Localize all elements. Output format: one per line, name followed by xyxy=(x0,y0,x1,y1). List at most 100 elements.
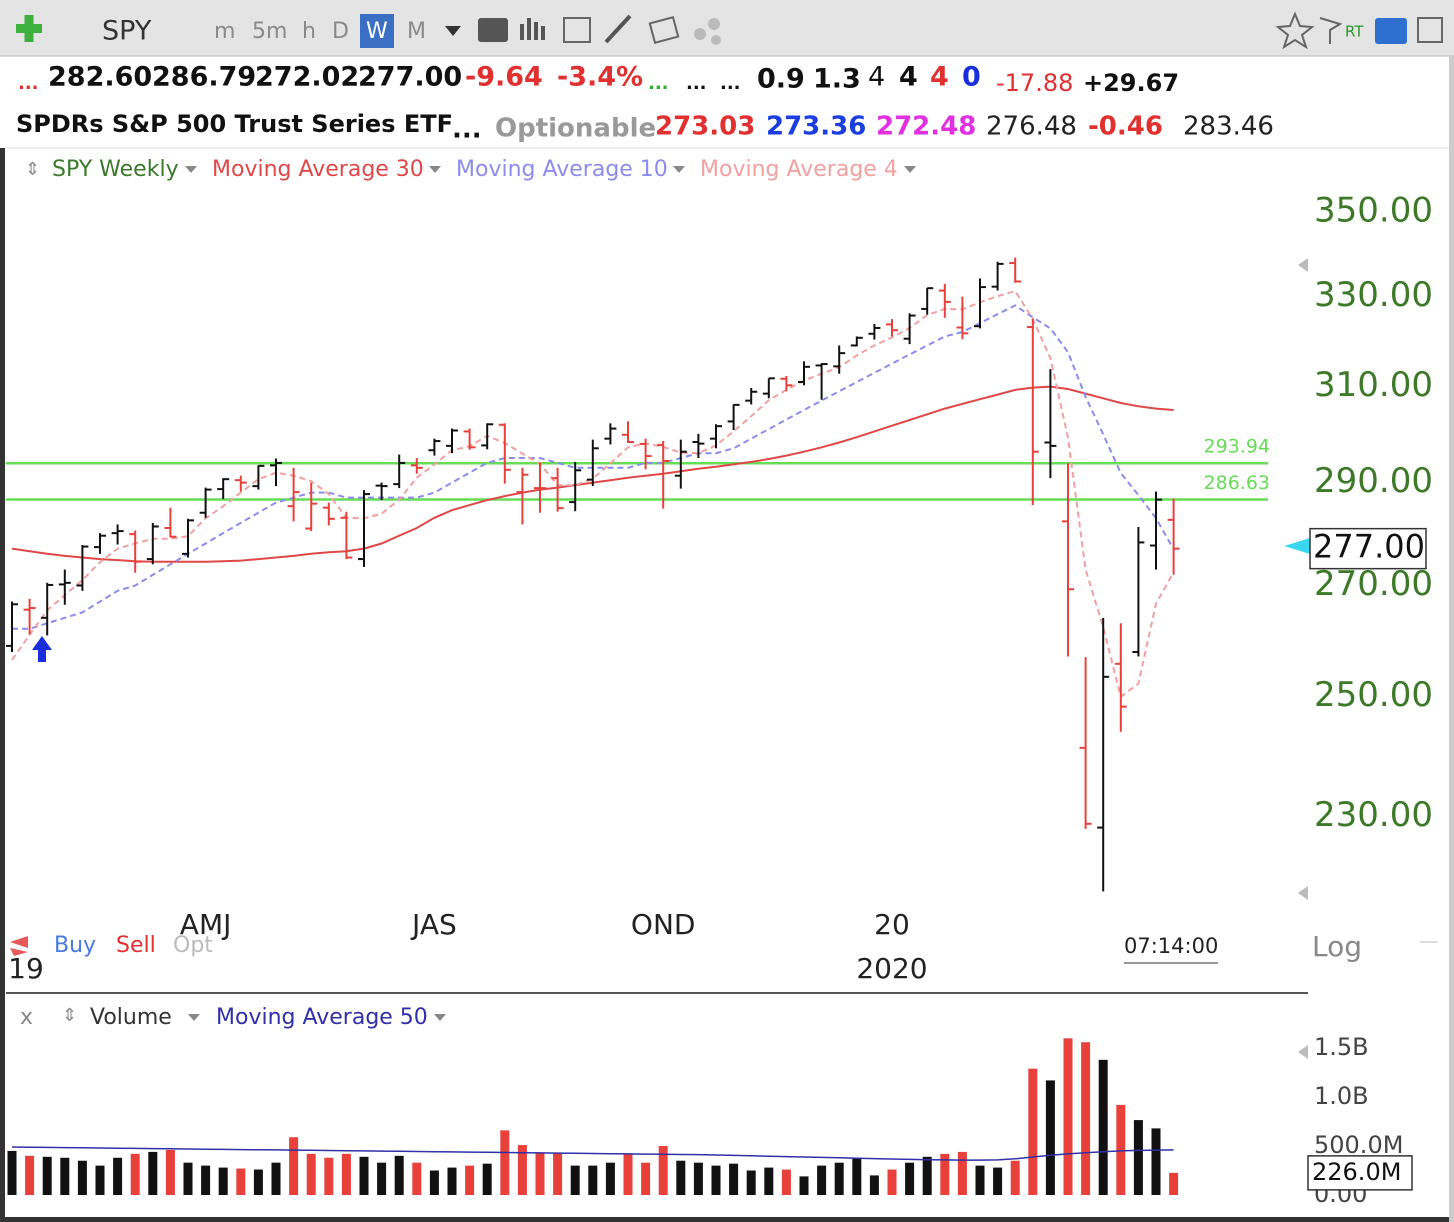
quote-item: 4 xyxy=(930,62,949,93)
tool-icon[interactable] xyxy=(648,16,680,44)
frame xyxy=(0,148,5,1222)
volume-bar xyxy=(553,1152,563,1195)
legend-entry[interactable]: Moving Average 10 xyxy=(456,157,668,182)
volume-bar xyxy=(1116,1104,1126,1195)
volume-bar xyxy=(517,1145,527,1195)
volume-bar xyxy=(289,1137,299,1195)
volume-bar xyxy=(658,1146,668,1195)
volume-bar xyxy=(60,1157,70,1195)
volume-bar xyxy=(500,1130,510,1195)
symbol[interactable]: SPY xyxy=(102,16,152,47)
legend-dropdown[interactable] xyxy=(188,1014,446,1021)
quote-item: -17.88 xyxy=(996,69,1073,97)
current-value-box xyxy=(1307,1155,1413,1191)
frame xyxy=(0,1217,1454,1222)
quote-item: 1.3 xyxy=(813,64,861,95)
tool-icon[interactable] xyxy=(694,18,721,45)
x-tick-label: 20 xyxy=(874,908,910,941)
legend-entry[interactable]: Moving Average 30 xyxy=(212,157,424,182)
volume-bar xyxy=(447,1167,457,1195)
tool-icon[interactable] xyxy=(604,14,632,44)
volume-bar xyxy=(183,1162,193,1195)
tool-icon[interactable] xyxy=(1375,18,1407,44)
x-year-label: 19 xyxy=(8,952,44,985)
volume-bar xyxy=(834,1162,844,1195)
volume-bar xyxy=(482,1163,492,1195)
interval[interactable]: D xyxy=(332,19,349,44)
tool-icon[interactable] xyxy=(1417,17,1443,43)
options-button[interactable]: Opt xyxy=(173,933,213,958)
volume-bar xyxy=(306,1153,316,1195)
volume-bar xyxy=(465,1165,475,1195)
dropdown[interactable] xyxy=(445,26,461,36)
y-tick-label: 250.00 xyxy=(1314,675,1433,715)
price-pointer xyxy=(1284,538,1310,554)
volume-bar xyxy=(623,1153,633,1195)
realtime[interactable]: RT xyxy=(1345,23,1364,41)
moving-average-line xyxy=(11,289,1175,699)
drag-handle[interactable]: ⇕ xyxy=(62,1005,77,1026)
volume-bar xyxy=(957,1151,967,1195)
volume-bar xyxy=(394,1155,404,1195)
volume-bar xyxy=(324,1157,334,1195)
legend-dropdown[interactable] xyxy=(185,166,916,173)
interval[interactable]: h xyxy=(302,19,316,44)
volume-plot xyxy=(7,1038,1179,1195)
legend-entry[interactable]: Moving Average 4 xyxy=(700,157,898,182)
interval[interactable]: m xyxy=(214,19,235,44)
volume-bar xyxy=(641,1162,651,1195)
quote-item: ... xyxy=(720,73,741,94)
buy-button[interactable]: Buy xyxy=(54,933,96,958)
info-item: ... xyxy=(452,115,482,145)
close-pane[interactable]: x xyxy=(20,1005,33,1030)
watch-star[interactable] xyxy=(1275,11,1315,50)
quote-change-pct: -3.4% xyxy=(557,62,643,93)
volume-bar xyxy=(1045,1080,1055,1195)
volume-bar xyxy=(905,1162,915,1195)
volume-bar xyxy=(271,1162,281,1195)
volume-bar xyxy=(746,1170,756,1195)
tool-icon[interactable] xyxy=(563,17,591,43)
scroll-marker xyxy=(1298,1045,1308,1059)
legend-entry[interactable]: Volume xyxy=(90,1005,172,1030)
volume-bar xyxy=(1010,1160,1020,1195)
volume-bar xyxy=(1081,1042,1091,1195)
quote-low: 272.02 xyxy=(255,62,359,93)
legend-entry[interactable]: Moving Average 50 xyxy=(216,1005,428,1030)
volume-bar xyxy=(412,1162,422,1195)
sell-button[interactable]: Sell xyxy=(116,933,156,958)
y-tick-label: 350.00 xyxy=(1314,190,1433,230)
y-tick-label: 230.00 xyxy=(1314,795,1433,835)
volume-bar xyxy=(165,1149,175,1195)
security-name: SPDRs S&P 500 Trust Series ETF xyxy=(16,110,453,138)
x-year-label: 2020 xyxy=(856,952,927,985)
volume-bar xyxy=(253,1169,263,1195)
interval[interactable]: M xyxy=(407,19,426,44)
volume-bar xyxy=(95,1165,105,1195)
toolbar xyxy=(0,0,1454,56)
volume-bar xyxy=(341,1153,351,1195)
log-toggle[interactable]: Log xyxy=(1312,930,1362,963)
volume-bar xyxy=(764,1167,774,1195)
volume-bar xyxy=(711,1165,721,1195)
quote-item: ... xyxy=(18,73,39,94)
tool-icon[interactable] xyxy=(478,18,508,42)
interval[interactable]: 5m xyxy=(252,19,287,44)
moving-average-line xyxy=(11,1146,1174,1161)
quote-item: ... xyxy=(648,73,669,94)
info-item: 273.36 xyxy=(766,112,866,142)
drag-handle[interactable]: ⇕ xyxy=(25,159,40,180)
volume-bar xyxy=(940,1153,950,1195)
legend-entry[interactable]: SPY Weekly xyxy=(52,157,179,182)
y-tick-label: 310.00 xyxy=(1314,365,1433,405)
quote-change: -9.64 xyxy=(465,62,543,93)
tool-icon[interactable] xyxy=(520,18,545,40)
volume-bar xyxy=(693,1162,703,1195)
trade-icon[interactable] xyxy=(10,936,28,956)
volume-bar xyxy=(605,1162,615,1195)
add-button[interactable] xyxy=(16,15,42,42)
interval[interactable]: W xyxy=(366,19,388,44)
tool-icon[interactable] xyxy=(1319,17,1343,44)
horizontal-line-label: 293.94 xyxy=(1204,436,1270,458)
